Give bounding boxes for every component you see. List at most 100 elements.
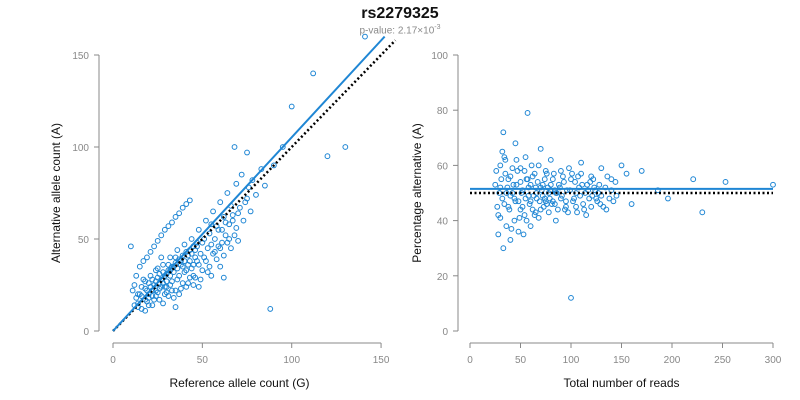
- left-x-axis: 0 50 100 150 Reference allele count (G): [110, 342, 390, 390]
- data-point: [210, 250, 216, 257]
- data-point: [195, 261, 202, 268]
- data-point: [519, 187, 526, 194]
- data-point: [610, 198, 617, 205]
- data-point: [531, 212, 538, 218]
- data-point: [613, 192, 620, 199]
- data-point: [500, 129, 507, 136]
- left-y-axis-label: Alternative allele count (A): [49, 123, 63, 263]
- data-point: [501, 154, 508, 161]
- data-point: [504, 184, 511, 191]
- data-point: [151, 296, 158, 303]
- data-point: [575, 173, 581, 180]
- data-point: [324, 153, 331, 160]
- data-point: [580, 201, 587, 207]
- data-point: [581, 206, 588, 213]
- data-point: [529, 206, 536, 213]
- right-y-tick-label: 40: [437, 217, 449, 228]
- data-point: [131, 282, 138, 288]
- data-point: [165, 267, 172, 274]
- data-point: [190, 272, 197, 279]
- data-point: [612, 179, 619, 185]
- data-point: [140, 258, 147, 264]
- data-point: [578, 170, 584, 177]
- left-x-tick-label: 50: [197, 355, 209, 366]
- data-point: [583, 212, 590, 218]
- data-point: [555, 181, 562, 188]
- data-point: [144, 254, 150, 261]
- data-point: [597, 201, 604, 207]
- data-point: [229, 217, 236, 224]
- data-point: [211, 236, 218, 242]
- pvalue-text: p-value: 2.17×10: [359, 25, 435, 37]
- data-point: [579, 181, 586, 188]
- data-point: [502, 156, 509, 163]
- data-point: [628, 201, 635, 207]
- data-point: [608, 176, 615, 183]
- data-point: [499, 148, 506, 155]
- data-point: [577, 192, 583, 199]
- data-point: [136, 263, 143, 270]
- data-point: [522, 154, 529, 161]
- data-point: [133, 272, 140, 279]
- data-point: [531, 170, 538, 177]
- data-point: [527, 223, 534, 230]
- left-y-tick-label: 100: [72, 143, 89, 154]
- left-scatter-panel: 0 50 100 150 Reference allele count (G) 0 50 10…: [49, 33, 397, 390]
- data-point: [588, 203, 595, 210]
- data-point: [506, 206, 513, 213]
- right-points: [492, 110, 776, 301]
- data-point: [208, 272, 215, 279]
- chart-subtitle: p-value: 2.17×10-3: [0, 24, 800, 36]
- data-point: [536, 198, 543, 205]
- data-point: [512, 140, 519, 147]
- data-point: [179, 204, 186, 211]
- data-point: [224, 190, 231, 196]
- data-point: [195, 226, 202, 233]
- right-x-tick-label: 150: [613, 355, 630, 366]
- left-y-tick-label: 150: [72, 51, 89, 62]
- data-point: [172, 214, 179, 220]
- data-point: [142, 307, 149, 314]
- data-point: [231, 232, 238, 239]
- data-point: [566, 165, 572, 172]
- data-point: [603, 206, 610, 213]
- left-y-tick-label: 0: [83, 327, 89, 338]
- data-point: [535, 162, 542, 169]
- data-point: [222, 219, 229, 226]
- data-point: [213, 256, 220, 263]
- data-point: [497, 162, 504, 169]
- data-point: [129, 287, 136, 294]
- data-point: [219, 239, 225, 246]
- data-point: [498, 176, 505, 183]
- data-point: [217, 245, 224, 252]
- data-point: [203, 217, 209, 224]
- data-point: [185, 261, 191, 268]
- right-x-tick-label: 50: [515, 355, 527, 366]
- data-point: [547, 181, 554, 188]
- data-point: [181, 241, 188, 248]
- data-point: [558, 195, 564, 202]
- data-point: [564, 187, 570, 194]
- data-point: [569, 170, 575, 177]
- data-point: [549, 198, 556, 205]
- data-point: [310, 70, 317, 77]
- pvalue-exponent: -3: [434, 24, 441, 31]
- data-point: [534, 179, 541, 185]
- data-point: [578, 159, 584, 166]
- chart-title: rs2279325: [361, 5, 439, 22]
- data-point: [514, 168, 521, 174]
- data-point: [596, 181, 603, 188]
- data-point: [511, 195, 518, 202]
- data-point: [181, 258, 188, 264]
- data-point: [167, 254, 174, 261]
- data-point: [638, 168, 645, 174]
- data-point: [154, 237, 161, 244]
- right-y-tick-label: 0: [442, 327, 448, 338]
- data-point: [247, 208, 254, 215]
- data-point: [249, 177, 256, 184]
- data-point: [568, 176, 574, 183]
- data-point: [552, 217, 559, 224]
- data-point: [524, 110, 531, 116]
- data-point: [253, 191, 259, 198]
- data-point: [188, 265, 195, 272]
